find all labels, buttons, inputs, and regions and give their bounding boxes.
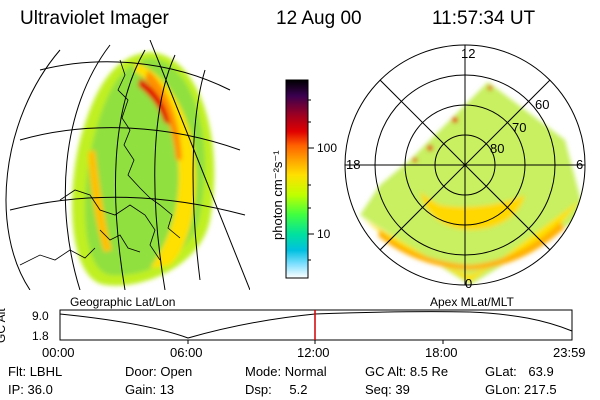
geographic-map (5, 40, 250, 290)
polar-panel-label: Apex MLat/MLT (430, 295, 514, 309)
gc-alt-info: GC Alt: 8.5 Re (365, 364, 449, 379)
app-title: Ultraviolet Imager (20, 8, 169, 29)
lat-label-80: 80 (490, 141, 505, 156)
colorbar-tick-10: 10 (317, 227, 331, 241)
orbit-plot (59, 309, 573, 344)
lat-label-60: 60 (535, 97, 550, 112)
mlt-label-0: 0 (465, 276, 473, 291)
mlt-label-18: 18 (346, 157, 361, 172)
lat-label-70: 70 (512, 120, 527, 135)
orbit-ylabel: GC Alt (0, 308, 8, 343)
filter-info: Flt: LBHL (8, 364, 63, 379)
geo-panel-label: Geographic Lat/Lon (70, 295, 176, 309)
date-label: 12 Aug 00 (276, 8, 362, 29)
seq-info: Seq: 39 (365, 382, 410, 397)
orbit-xtick-1200: 12:00 (297, 345, 330, 360)
polar-plot (344, 44, 586, 286)
ip-info: IP: 36.0 (8, 382, 53, 397)
colorbar-tick-100: 100 (317, 141, 338, 155)
orbit-ytick-min: 1.8 (32, 329, 49, 343)
colorbar (285, 79, 314, 279)
colorbar-unit-label: photon cm⁻²s⁻¹ (270, 150, 285, 240)
glat-info: GLat: 63.9 (485, 364, 554, 379)
glon-info: GLon: 217.5 (485, 382, 557, 397)
time-label: 11:57:34 UT (432, 8, 536, 29)
dsp-info: Dsp: 5.2 (245, 382, 308, 397)
gain-info: Gain: 13 (125, 382, 175, 397)
door-info: Door: Open (125, 364, 193, 379)
mlt-label-6: 6 (576, 157, 584, 172)
orbit-xtick-0000: 00:00 (42, 345, 75, 360)
orbit-xtick-0600: 06:00 (170, 345, 203, 360)
orbit-ytick-max: 9.0 (32, 309, 49, 323)
mlt-label-12: 12 (461, 46, 476, 61)
orbit-xtick-1800: 18:00 (425, 345, 458, 360)
orbit-xtick-2359: 23:59 (553, 345, 586, 360)
mode-info: Mode: Normal (245, 364, 327, 379)
